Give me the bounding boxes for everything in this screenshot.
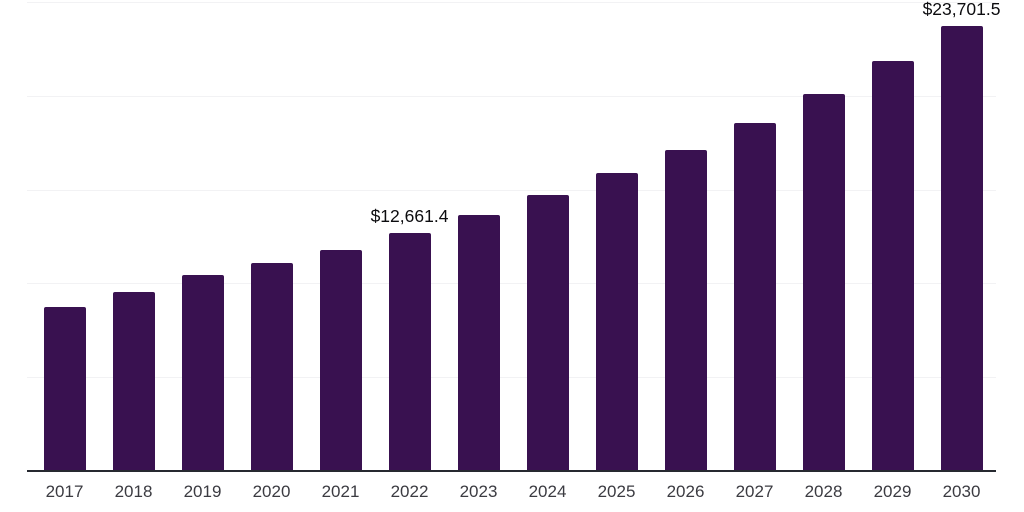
x-tick-2017: 2017: [45, 482, 84, 501]
bar-2028: [802, 93, 845, 471]
data-label-2022: $12,661.4: [370, 206, 449, 227]
x-tick-2018: 2018: [114, 482, 153, 501]
x-tick-2023: 2023: [459, 482, 498, 501]
x-axis-line: [27, 470, 996, 472]
gridline-25000: [27, 2, 996, 3]
x-tick-2020: 2020: [252, 482, 291, 501]
bar-2023: [457, 214, 500, 471]
bar-2029: [871, 61, 914, 471]
bar-2027: [733, 123, 776, 471]
x-tick-2024: 2024: [528, 482, 567, 501]
bar-2025: [595, 172, 638, 471]
bar-2021: [319, 250, 362, 471]
bar-2020: [250, 262, 293, 471]
bar-2018: [112, 291, 155, 471]
bar-2024: [526, 195, 569, 471]
x-tick-2029: 2029: [873, 482, 912, 501]
bar-2022: [388, 233, 431, 471]
x-tick-2019: 2019: [183, 482, 222, 501]
bar-2017: [43, 306, 86, 471]
x-tick-2021: 2021: [321, 482, 360, 501]
gridline-20000: [27, 95, 996, 97]
gridline-10000: [27, 283, 996, 285]
x-tick-2022: 2022: [390, 482, 429, 501]
x-tick-2027: 2027: [735, 482, 774, 501]
bar-2019: [181, 274, 224, 471]
data-label-2030: $23,701.5: [922, 0, 1001, 20]
bar-2026: [664, 150, 707, 471]
gridline-5000: [27, 377, 996, 379]
x-tick-2025: 2025: [597, 482, 636, 501]
gridline-15000: [27, 189, 996, 191]
x-tick-2030: 2030: [942, 482, 981, 501]
x-tick-2028: 2028: [804, 482, 843, 501]
bar-2030: [940, 26, 983, 471]
x-tick-2026: 2026: [666, 482, 705, 501]
